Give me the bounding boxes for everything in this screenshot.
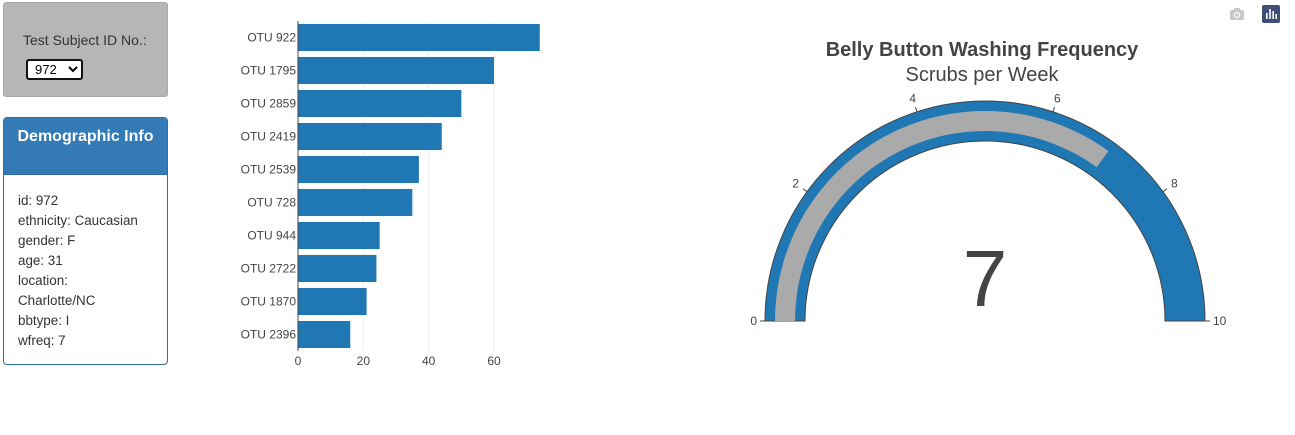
x-tick-label: 20 bbox=[357, 354, 371, 368]
x-tick-label: 40 bbox=[422, 354, 436, 368]
y-tick-label: OTU 728 bbox=[247, 196, 296, 210]
bar-otu-2396 bbox=[298, 320, 351, 349]
bar-otu-1795 bbox=[298, 56, 494, 85]
y-tick-label: OTU 1795 bbox=[241, 64, 297, 78]
demographic-info-body: id: 972 ethnicity: Caucasian gender: F a… bbox=[4, 175, 167, 351]
gauge-tick-label: 4 bbox=[909, 91, 916, 105]
demographic-info-title: Demographic Info bbox=[4, 118, 167, 175]
bar-otu-2419 bbox=[298, 122, 442, 151]
demo-line-age: age: 31 bbox=[18, 253, 63, 268]
otu-bar-chart[interactable]: OTU 922 OTU 1795 OTU 2859 OTU 2419 OTU 2539 O… bbox=[200, 0, 580, 380]
gauge-tick-mark bbox=[1052, 106, 1056, 112]
y-tick-label: OTU 2722 bbox=[241, 262, 297, 276]
demo-line-wfreq: wfreq: 7 bbox=[18, 333, 66, 348]
demo-line-bbtype: bbtype: I bbox=[18, 313, 70, 328]
y-tick-label: OTU 922 bbox=[247, 31, 296, 45]
gauge-tick-label: 6 bbox=[1054, 91, 1061, 105]
gauge-value-number: 7 bbox=[963, 234, 1008, 323]
demographic-info-panel: Demographic Info id: 972 ethnicity: Cauc… bbox=[3, 117, 168, 365]
bar-otu-728 bbox=[298, 188, 413, 217]
bar-otu-922 bbox=[298, 23, 540, 52]
gauge-tick-label: 0 bbox=[750, 314, 757, 328]
gauge-tick-mark bbox=[914, 106, 918, 112]
wash-frequency-gauge[interactable]: Belly Button Washing Frequency Scrubs per… bbox=[700, 0, 1260, 345]
gauge-tick-label: 10 bbox=[1213, 314, 1227, 328]
gauge-subtitle: Scrubs per Week bbox=[905, 64, 1059, 86]
bar-otu-2859 bbox=[298, 89, 462, 118]
bar-otu-2539 bbox=[298, 155, 419, 184]
y-tick-label: OTU 1870 bbox=[241, 295, 297, 309]
plot-modebar bbox=[1228, 5, 1280, 23]
gauge-value-bar bbox=[775, 111, 1109, 321]
gauge-tick-label: 8 bbox=[1171, 176, 1178, 190]
demo-line-id: id: 972 bbox=[18, 193, 59, 208]
y-tick-label: OTU 2859 bbox=[241, 97, 297, 111]
gauge-tick-label: 2 bbox=[792, 176, 799, 190]
bar-otu-944 bbox=[298, 221, 380, 250]
y-tick-label: OTU 944 bbox=[247, 229, 296, 243]
x-tick-label: 0 bbox=[295, 354, 302, 368]
subject-selector-panel: Test Subject ID No.: 972 bbox=[3, 2, 168, 97]
subject-id-label: Test Subject ID No.: bbox=[23, 32, 147, 48]
plotly-logo-icon[interactable] bbox=[1262, 5, 1280, 23]
demo-line-location-value: Charlotte/NC bbox=[18, 293, 96, 308]
x-tick-label: 60 bbox=[487, 354, 501, 368]
y-tick-label: OTU 2396 bbox=[241, 328, 297, 342]
y-tick-label: OTU 2539 bbox=[241, 163, 297, 177]
gauge-tick-mark bbox=[802, 188, 808, 193]
demo-line-ethnicity: ethnicity: Caucasian bbox=[18, 213, 138, 228]
bar-otu-2722 bbox=[298, 254, 377, 283]
gauge-tick-mark bbox=[1162, 188, 1168, 193]
bar-otu-1870 bbox=[298, 287, 367, 316]
subject-id-select[interactable]: 972 bbox=[26, 59, 83, 80]
demo-line-gender: gender: F bbox=[18, 233, 76, 248]
camera-icon[interactable] bbox=[1228, 5, 1246, 23]
demo-line-location-label: location: bbox=[18, 273, 68, 288]
gauge-title: Belly Button Washing Frequency bbox=[826, 39, 1139, 61]
y-tick-label: OTU 2419 bbox=[241, 130, 297, 144]
